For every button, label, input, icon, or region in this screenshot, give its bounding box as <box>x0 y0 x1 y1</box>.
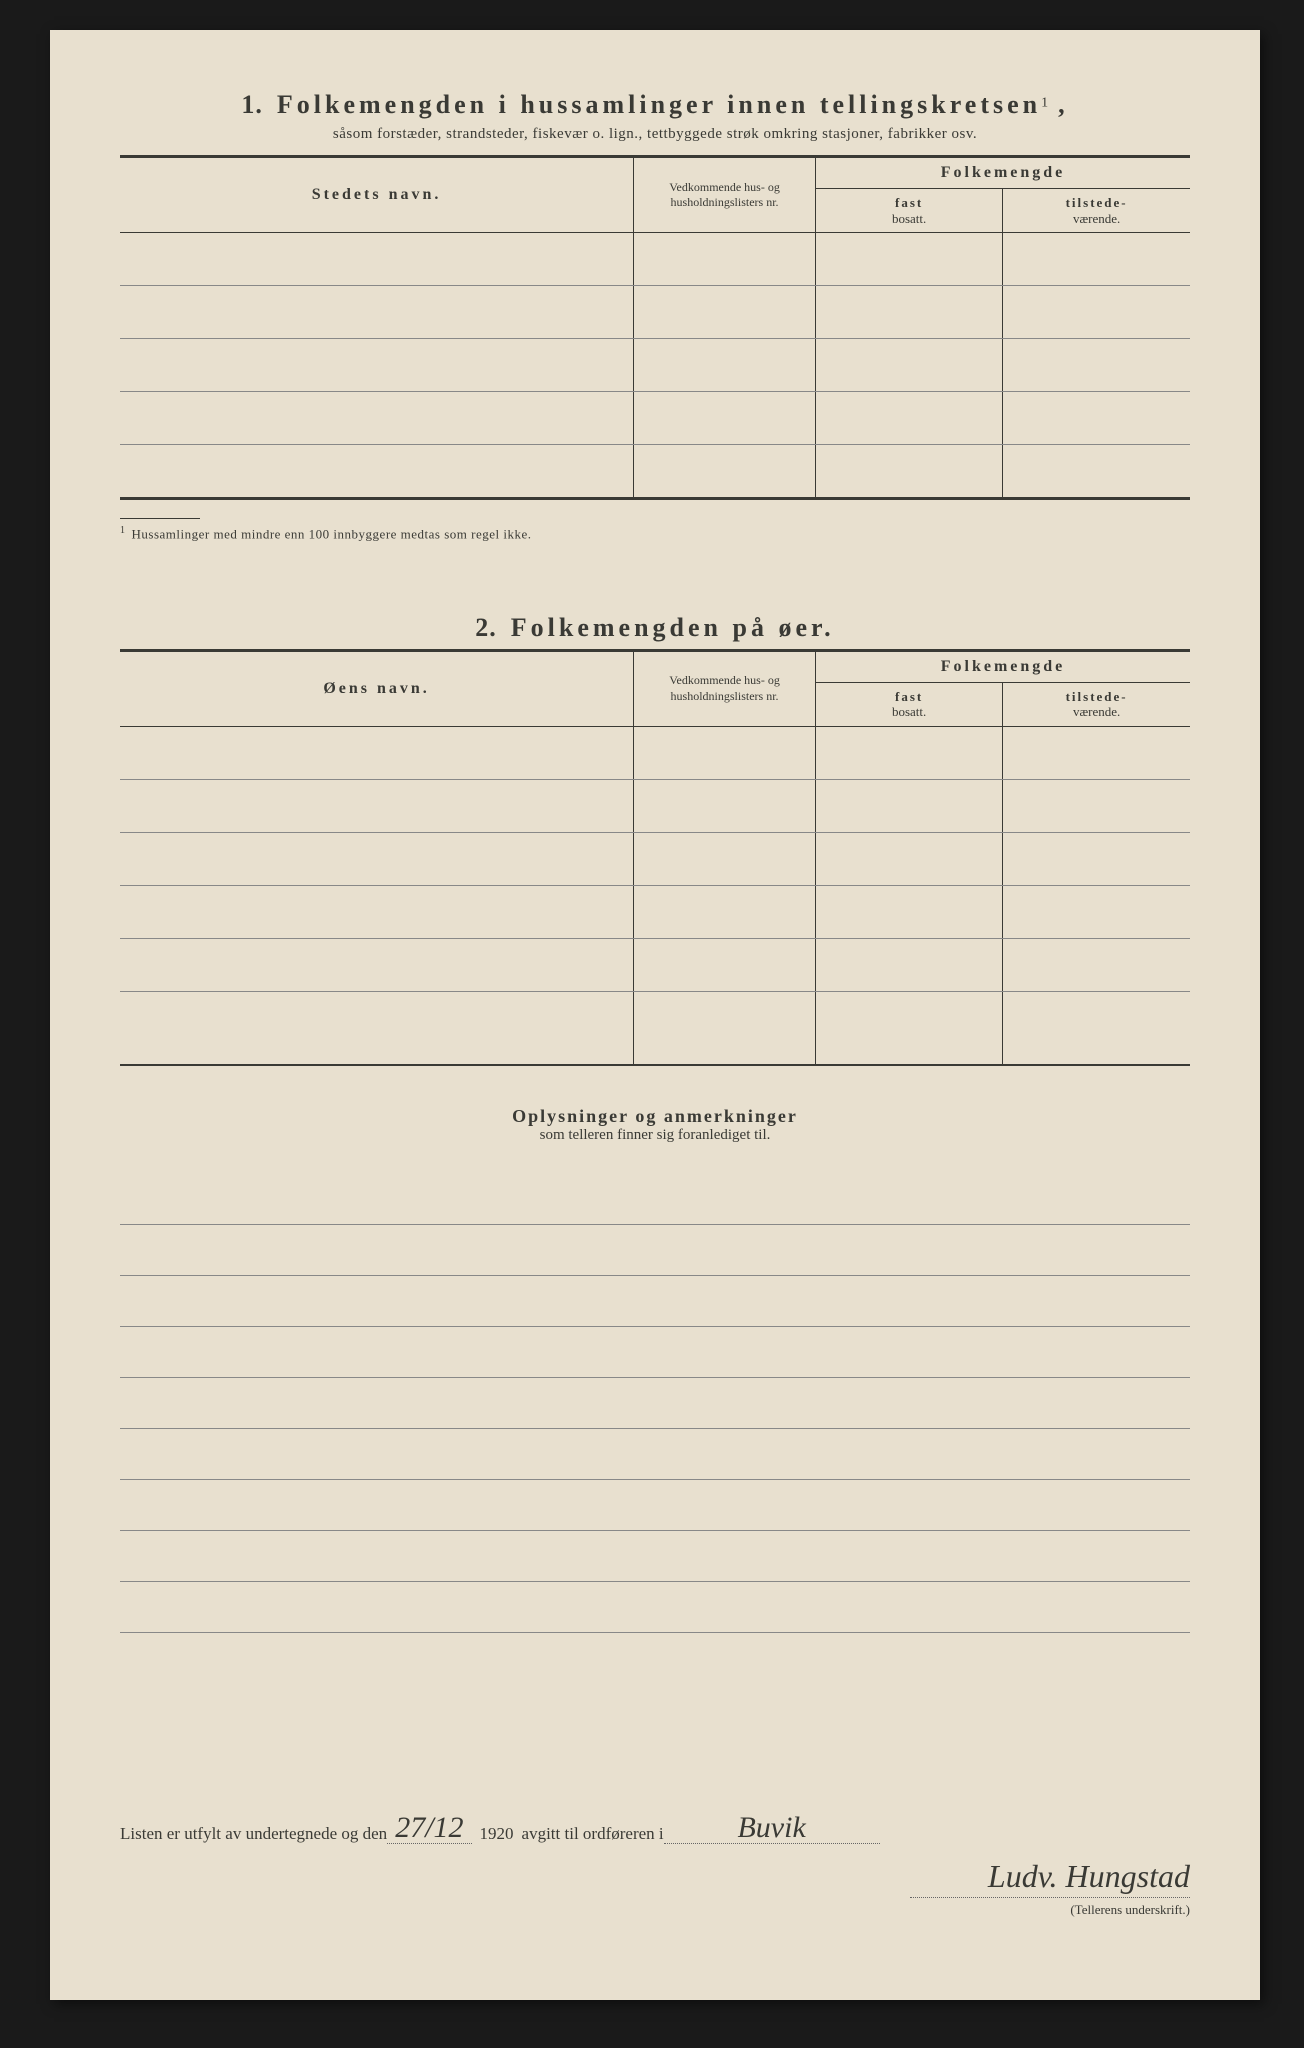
col-folkemengde: Folkemengde <box>815 157 1190 189</box>
ruled-line <box>120 1480 1190 1531</box>
section1-subtitle: såsom forstæder, strandsteder, fiskevær … <box>120 126 1190 143</box>
col-husholdning-nr: Vedkommende hus- og husholdningslisters … <box>634 157 816 233</box>
col-fast-bosatt: fastbosatt. <box>815 189 1002 233</box>
signature-label: (Tellerens underskrift.) <box>910 1902 1190 1918</box>
table-row <box>120 286 1190 339</box>
document-page: 1. Folkemengden i hussamlinger innen tel… <box>50 30 1260 2000</box>
signature-name: Ludv. Hungstad <box>910 1858 1190 1898</box>
section1-number: 1. <box>241 90 263 119</box>
col-tilstede-2: tilstede-værende. <box>1003 682 1190 726</box>
oplysninger-heading: Oplysninger og anmerkninger <box>120 1106 1190 1127</box>
ruled-line <box>120 1327 1190 1378</box>
ruled-line <box>120 1582 1190 1633</box>
table-row <box>120 779 1190 832</box>
footnote-divider <box>120 518 200 519</box>
ruled-line <box>120 1225 1190 1276</box>
section2-table: Øens navn. Vedkommende hus- og husholdni… <box>120 649 1190 1066</box>
sig-text-pre: Listen er utfylt av undertegnede og den <box>120 1824 387 1844</box>
ruled-line <box>120 1531 1190 1582</box>
table-row <box>120 938 1190 991</box>
ruled-line <box>120 1429 1190 1480</box>
signature-area: Listen er utfylt av undertegnede og den … <box>120 1813 1190 1844</box>
col-oens-navn: Øens navn. <box>120 650 634 726</box>
col-tilstede: tilstede-værende. <box>1003 189 1190 233</box>
table-row <box>120 233 1190 286</box>
section1-title: Folkemengden i hussamlinger innen tellin… <box>277 90 1041 119</box>
sig-text-mid: avgitt til ordføreren i <box>522 1824 664 1844</box>
section2-title: Folkemengden på øer. <box>511 613 835 642</box>
table-row <box>120 832 1190 885</box>
table-row <box>120 339 1190 392</box>
section2-number: 2. <box>475 613 497 642</box>
table-row <box>120 726 1190 779</box>
col-fast-bosatt-2: fastbosatt. <box>815 682 1002 726</box>
table-row <box>120 885 1190 938</box>
col-folkemengde-2: Folkemengde <box>815 650 1190 682</box>
section1-heading: 1. Folkemengden i hussamlinger innen tel… <box>120 90 1190 120</box>
section1-superscript: 1 <box>1041 96 1048 111</box>
sig-place: Buvik <box>664 1813 880 1844</box>
ruled-line <box>120 1174 1190 1225</box>
table-row <box>120 991 1190 1065</box>
table-row <box>120 445 1190 499</box>
section1-footnote: 1Hussamlinger med mindre enn 100 innbygg… <box>120 525 1190 542</box>
col-husholdning-nr-2: Vedkommende hus- og husholdningslisters … <box>634 650 816 726</box>
ruled-line <box>120 1378 1190 1429</box>
col-stedets-navn: Stedets navn. <box>120 157 634 233</box>
sig-date: 27/12 <box>387 1813 471 1844</box>
notes-ruled-area <box>120 1174 1190 1633</box>
oplysninger-subtitle: som telleren finner sig foranlediget til… <box>120 1127 1190 1144</box>
section1-table: Stedets navn. Vedkommende hus- og hushol… <box>120 155 1190 500</box>
table-row <box>120 392 1190 445</box>
sig-year: 1920 <box>480 1824 514 1844</box>
ruled-line <box>120 1276 1190 1327</box>
section2-heading: 2. Folkemengden på øer. <box>120 613 1190 643</box>
